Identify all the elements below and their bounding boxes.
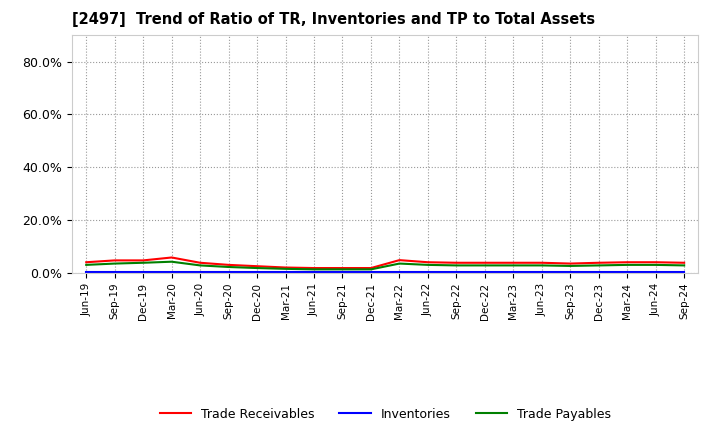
Text: [2497]  Trend of Ratio of TR, Inventories and TP to Total Assets: [2497] Trend of Ratio of TR, Inventories… bbox=[72, 12, 595, 27]
Inventories bbox=[139, 270, 148, 275]
Trade Payables bbox=[282, 266, 290, 271]
Trade Payables bbox=[509, 263, 518, 268]
Trade Receivables bbox=[595, 260, 603, 265]
Trade Payables bbox=[253, 265, 261, 271]
Trade Payables bbox=[366, 267, 375, 272]
Trade Payables bbox=[423, 262, 432, 268]
Line: Trade Receivables: Trade Receivables bbox=[86, 257, 684, 268]
Inventories bbox=[652, 270, 660, 275]
Inventories bbox=[282, 270, 290, 275]
Trade Receivables bbox=[452, 260, 461, 265]
Trade Payables bbox=[652, 262, 660, 268]
Trade Receivables bbox=[253, 264, 261, 269]
Trade Receivables bbox=[652, 260, 660, 265]
Inventories bbox=[196, 270, 204, 275]
Trade Receivables bbox=[225, 262, 233, 268]
Line: Trade Payables: Trade Payables bbox=[86, 262, 684, 269]
Trade Payables bbox=[167, 259, 176, 264]
Trade Payables bbox=[680, 263, 688, 268]
Inventories bbox=[480, 270, 489, 275]
Trade Payables bbox=[196, 263, 204, 268]
Inventories bbox=[366, 270, 375, 275]
Trade Payables bbox=[395, 261, 404, 266]
Trade Payables bbox=[139, 260, 148, 265]
Trade Receivables bbox=[366, 265, 375, 271]
Legend: Trade Receivables, Inventories, Trade Payables: Trade Receivables, Inventories, Trade Pa… bbox=[155, 403, 616, 425]
Trade Payables bbox=[110, 261, 119, 266]
Inventories bbox=[225, 270, 233, 275]
Trade Receivables bbox=[196, 260, 204, 265]
Trade Receivables bbox=[139, 258, 148, 263]
Trade Payables bbox=[82, 262, 91, 268]
Trade Receivables bbox=[509, 260, 518, 265]
Inventories bbox=[338, 270, 347, 275]
Inventories bbox=[395, 270, 404, 275]
Inventories bbox=[423, 270, 432, 275]
Trade Receivables bbox=[282, 265, 290, 270]
Inventories bbox=[82, 270, 91, 275]
Trade Payables bbox=[310, 267, 318, 272]
Trade Receivables bbox=[623, 260, 631, 265]
Inventories bbox=[310, 270, 318, 275]
Inventories bbox=[595, 270, 603, 275]
Inventories bbox=[452, 270, 461, 275]
Trade Receivables bbox=[423, 260, 432, 265]
Trade Payables bbox=[595, 263, 603, 268]
Trade Receivables bbox=[310, 265, 318, 271]
Trade Receivables bbox=[110, 258, 119, 263]
Inventories bbox=[537, 270, 546, 275]
Trade Receivables bbox=[566, 261, 575, 266]
Trade Payables bbox=[566, 263, 575, 268]
Inventories bbox=[509, 270, 518, 275]
Trade Payables bbox=[338, 267, 347, 272]
Inventories bbox=[167, 270, 176, 275]
Trade Receivables bbox=[480, 260, 489, 265]
Trade Payables bbox=[537, 263, 546, 268]
Trade Payables bbox=[225, 264, 233, 270]
Trade Receivables bbox=[82, 260, 91, 265]
Trade Receivables bbox=[537, 260, 546, 265]
Inventories bbox=[253, 270, 261, 275]
Inventories bbox=[680, 270, 688, 275]
Trade Receivables bbox=[338, 265, 347, 271]
Trade Receivables bbox=[395, 257, 404, 263]
Inventories bbox=[623, 270, 631, 275]
Trade Payables bbox=[480, 263, 489, 268]
Trade Receivables bbox=[167, 255, 176, 260]
Inventories bbox=[566, 270, 575, 275]
Trade Payables bbox=[623, 262, 631, 268]
Trade Payables bbox=[452, 263, 461, 268]
Inventories bbox=[110, 270, 119, 275]
Trade Receivables bbox=[680, 260, 688, 265]
